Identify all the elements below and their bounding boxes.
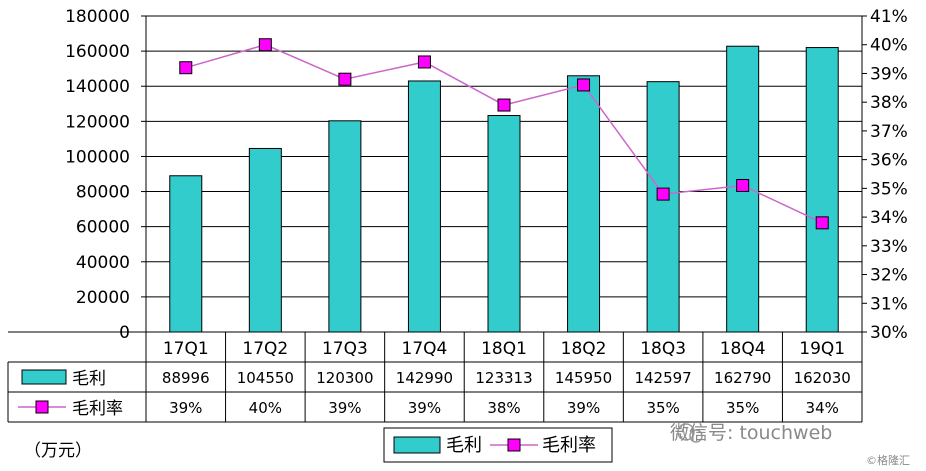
bar: [248, 147, 282, 333]
x-tick-label: 18Q3: [640, 339, 686, 359]
y-left-tick-label: 160000: [65, 42, 130, 62]
margin-point: [656, 187, 670, 201]
y-right-tick-label: 36%: [870, 151, 908, 171]
bar: [805, 47, 839, 333]
legend-line-label: 毛利率: [542, 435, 596, 456]
y-left-tick-label: 40000: [76, 253, 130, 273]
bar-value-label: 162790: [714, 369, 771, 387]
margin-point: [417, 55, 431, 69]
x-tick-label: 17Q3: [322, 339, 368, 359]
line-value-label: 39%: [328, 399, 361, 417]
line-value-label: 34%: [806, 399, 839, 417]
bar: [487, 115, 521, 333]
x-tick-label: 17Q4: [402, 339, 448, 359]
y-right-tick-label: 37%: [870, 122, 908, 142]
unit-label: （万元）: [24, 441, 92, 461]
bar-value-label: 123313: [475, 369, 532, 387]
y-left-tick-label: 120000: [65, 112, 130, 132]
line-value-label: 40%: [249, 399, 282, 417]
bar: [646, 81, 680, 333]
bar-value-label: 142990: [396, 369, 453, 387]
y-right-tick-label: 39%: [870, 64, 908, 84]
bar-value-label: 88996: [162, 369, 210, 387]
bar: [567, 75, 601, 333]
y-right-tick-label: 30%: [870, 323, 908, 343]
margin-point: [736, 178, 750, 192]
bar-value-label: 120300: [316, 369, 373, 387]
bar-value-label: 142597: [634, 369, 691, 387]
margin-point: [577, 78, 591, 92]
line-value-label: 39%: [408, 399, 441, 417]
x-tick-label: 17Q1: [163, 339, 209, 359]
table-row-label-bar: 毛利: [72, 369, 106, 389]
watermark-small: ©格隆汇: [866, 454, 910, 467]
y-right-tick-label: 38%: [870, 93, 908, 113]
margin-point: [497, 98, 511, 112]
table-row-label-line: 毛利率: [72, 399, 123, 419]
x-tick-label: 18Q2: [561, 339, 607, 359]
table-line-marker: [35, 400, 49, 414]
wechat-icon: [689, 429, 703, 443]
x-tick-label: 17Q2: [242, 339, 288, 359]
table-bar-swatch: [21, 369, 67, 385]
margin-point: [258, 38, 272, 52]
line-value-label: 35%: [726, 399, 759, 417]
y-left-tick-label: 140000: [65, 77, 130, 97]
line-value-label: 35%: [646, 399, 679, 417]
margin-point: [179, 61, 193, 75]
line-value-label: 38%: [487, 399, 520, 417]
bar-value-label: 145950: [555, 369, 612, 387]
line-value-label: 39%: [169, 399, 202, 417]
y-left-tick-label: 0: [119, 323, 130, 343]
margin-point: [338, 72, 352, 86]
line-value-label: 39%: [567, 399, 600, 417]
bar: [328, 120, 362, 333]
x-tick-label: 18Q1: [481, 339, 527, 359]
y-left-tick-label: 20000: [76, 288, 130, 308]
legend-line-marker: [507, 438, 521, 452]
y-right-tick-label: 40%: [870, 36, 908, 56]
watermark: 微信号: touchweb: [670, 422, 833, 444]
bar-value-label: 162030: [794, 369, 851, 387]
y-right-tick-label: 34%: [870, 208, 908, 228]
x-tick-label: 19Q1: [799, 339, 845, 359]
y-right-tick-label: 35%: [870, 179, 908, 199]
y-left-tick-label: 180000: [65, 7, 130, 27]
bar: [407, 80, 441, 333]
margin-point: [815, 216, 829, 230]
y-left-tick-label: 80000: [76, 183, 130, 203]
y-left-tick-label: 60000: [76, 218, 130, 238]
bar-value-label: 104550: [237, 369, 294, 387]
bar: [169, 175, 203, 333]
y-right-tick-label: 31%: [870, 294, 908, 314]
x-tick-label: 18Q4: [720, 339, 766, 359]
y-right-tick-label: 41%: [870, 7, 908, 27]
y-right-tick-label: 33%: [870, 237, 908, 257]
legend-bar-label: 毛利: [446, 435, 482, 456]
legend-bar-swatch: [393, 436, 441, 454]
wechat-icon: [677, 423, 695, 441]
y-right-tick-label: 32%: [870, 266, 908, 286]
y-left-tick-label: 100000: [65, 147, 130, 167]
